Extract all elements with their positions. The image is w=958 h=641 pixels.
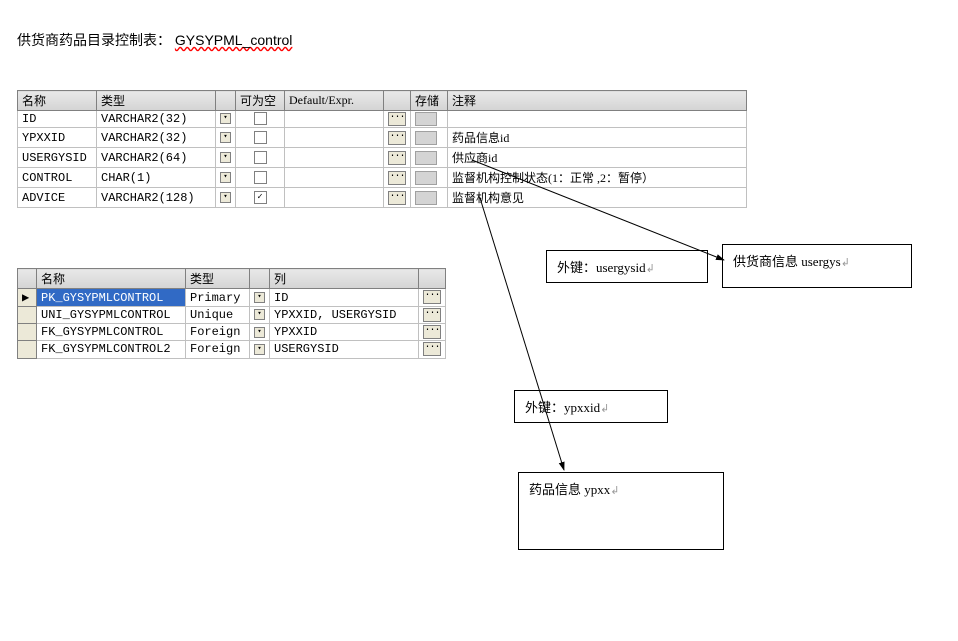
title-tablename: GYSYPML_control [175,32,293,48]
cell-name: USERGYSID [18,148,97,168]
col-store: 存储 [411,91,448,111]
key-cols-dots [419,269,446,289]
type-dropdown[interactable]: ▾ [216,128,236,148]
cell-name: YPXXID [18,128,97,148]
key-cols-cell: YPXXID, USERGYSID [270,307,419,324]
key-cols: 列 [270,269,419,289]
nullable-checkbox[interactable] [236,168,285,188]
default-dots[interactable]: ··· [384,168,411,188]
keys-header-row: 名称 类型 列 [18,269,446,289]
cell-comment: 监督机构控制状态(1：正常 ,2：暂停） [448,168,747,188]
col-comment: 注释 [448,91,747,111]
keys-table: 名称 类型 列 ▶PK_GYSYPMLCONTROLPrimary▾ID···U… [17,268,446,359]
key-cols-dots[interactable]: ··· [419,324,446,341]
table-row: ADVICEVARCHAR2(128)▾✓ ··· 监督机构意见 [18,188,747,208]
columns-header-row: 名称 类型 可为空 Default/Expr. 存储 注释 [18,91,747,111]
title-prefix: 供货商药品目录控制表： [17,32,171,48]
default-dots[interactable]: ··· [384,111,411,128]
key-cols-cell: YPXXID [270,324,419,341]
key-cols-dots[interactable]: ··· [419,307,446,324]
col-type: 类型 [97,91,216,111]
fk-ypxxid-box: 外键：ypxxid↲ [514,390,668,423]
nullable-checkbox[interactable] [236,128,285,148]
cell-store [411,188,448,208]
cell-default [285,188,384,208]
table-row: FK_GYSYPMLCONTROL2Foreign▾USERGYSID··· [18,341,446,358]
key-type-dd [250,269,270,289]
cell-comment [448,111,747,128]
key-name: 名称 [37,269,186,289]
table-row: CONTROLCHAR(1)▾ ··· 监督机构控制状态(1：正常 ,2：暂停） [18,168,747,188]
supplier-box: 供货商信息 usergys↲ [722,244,912,288]
default-dots[interactable]: ··· [384,188,411,208]
key-name-cell: PK_GYSYPMLCONTROL [37,289,186,307]
key-type: 类型 [186,269,250,289]
key-type-cell: Primary [186,289,250,307]
type-dropdown[interactable]: ▾ [216,188,236,208]
cell-default [285,128,384,148]
table-row: FK_GYSYPMLCONTROLForeign▾YPXXID··· [18,324,446,341]
type-dropdown[interactable]: ▾ [216,111,236,128]
cell-type: CHAR(1) [97,168,216,188]
key-name-cell: FK_GYSYPMLCONTROL2 [37,341,186,358]
col-default-dots [384,91,411,111]
cell-name: ID [18,111,97,128]
key-type-cell: Foreign [186,341,250,358]
nullable-checkbox[interactable]: ✓ [236,188,285,208]
table-row: IDVARCHAR2(32)▾ ··· [18,111,747,128]
cell-store [411,168,448,188]
table-row: YPXXIDVARCHAR2(32)▾ ··· 药品信息id [18,128,747,148]
col-default: Default/Expr. [285,91,384,111]
row-marker [18,307,37,324]
nullable-checkbox[interactable] [236,111,285,128]
columns-table: 名称 类型 可为空 Default/Expr. 存储 注释 IDVARCHAR2… [17,90,747,208]
ypxx-box: 药品信息 ypxx↲ [518,472,724,550]
key-cols-cell: USERGYSID [270,341,419,358]
cell-comment: 供应商id [448,148,747,168]
table-row: USERGYSIDVARCHAR2(64)▾ ··· 供应商id [18,148,747,168]
row-marker: ▶ [18,289,37,307]
cell-name: CONTROL [18,168,97,188]
cell-comment: 药品信息id [448,128,747,148]
default-dots[interactable]: ··· [384,128,411,148]
cell-type: VARCHAR2(128) [97,188,216,208]
cell-name: ADVICE [18,188,97,208]
key-cols-dots[interactable]: ··· [419,289,446,307]
cell-comment: 监督机构意见 [448,188,747,208]
key-cols-cell: ID [270,289,419,307]
row-marker [18,324,37,341]
key-type-dropdown[interactable]: ▾ [250,341,270,358]
table-row: ▶PK_GYSYPMLCONTROLPrimary▾ID··· [18,289,446,307]
cell-type: VARCHAR2(64) [97,148,216,168]
key-marker [18,269,37,289]
table-row: UNI_GYSYPMLCONTROLUnique▾YPXXID, USERGYS… [18,307,446,324]
row-marker [18,341,37,358]
type-dropdown[interactable]: ▾ [216,168,236,188]
key-type-dropdown[interactable]: ▾ [250,307,270,324]
cell-default [285,111,384,128]
col-null: 可为空 [236,91,285,111]
key-type-dropdown[interactable]: ▾ [250,324,270,341]
key-type-dropdown[interactable]: ▾ [250,289,270,307]
cell-type: VARCHAR2(32) [97,111,216,128]
key-cols-dots[interactable]: ··· [419,341,446,358]
key-name-cell: FK_GYSYPMLCONTROL [37,324,186,341]
col-type-dd [216,91,236,111]
key-type-cell: Foreign [186,324,250,341]
cell-store [411,111,448,128]
nullable-checkbox[interactable] [236,148,285,168]
cell-default [285,168,384,188]
col-name: 名称 [18,91,97,111]
type-dropdown[interactable]: ▾ [216,148,236,168]
cell-type: VARCHAR2(32) [97,128,216,148]
key-name-cell: UNI_GYSYPMLCONTROL [37,307,186,324]
fk-usergysid-box: 外键：usergysid↲ [546,250,708,283]
default-dots[interactable]: ··· [384,148,411,168]
page-title: 供货商药品目录控制表： GYSYPML_control [17,30,292,50]
key-type-cell: Unique [186,307,250,324]
cell-default [285,148,384,168]
cell-store [411,128,448,148]
cell-store [411,148,448,168]
